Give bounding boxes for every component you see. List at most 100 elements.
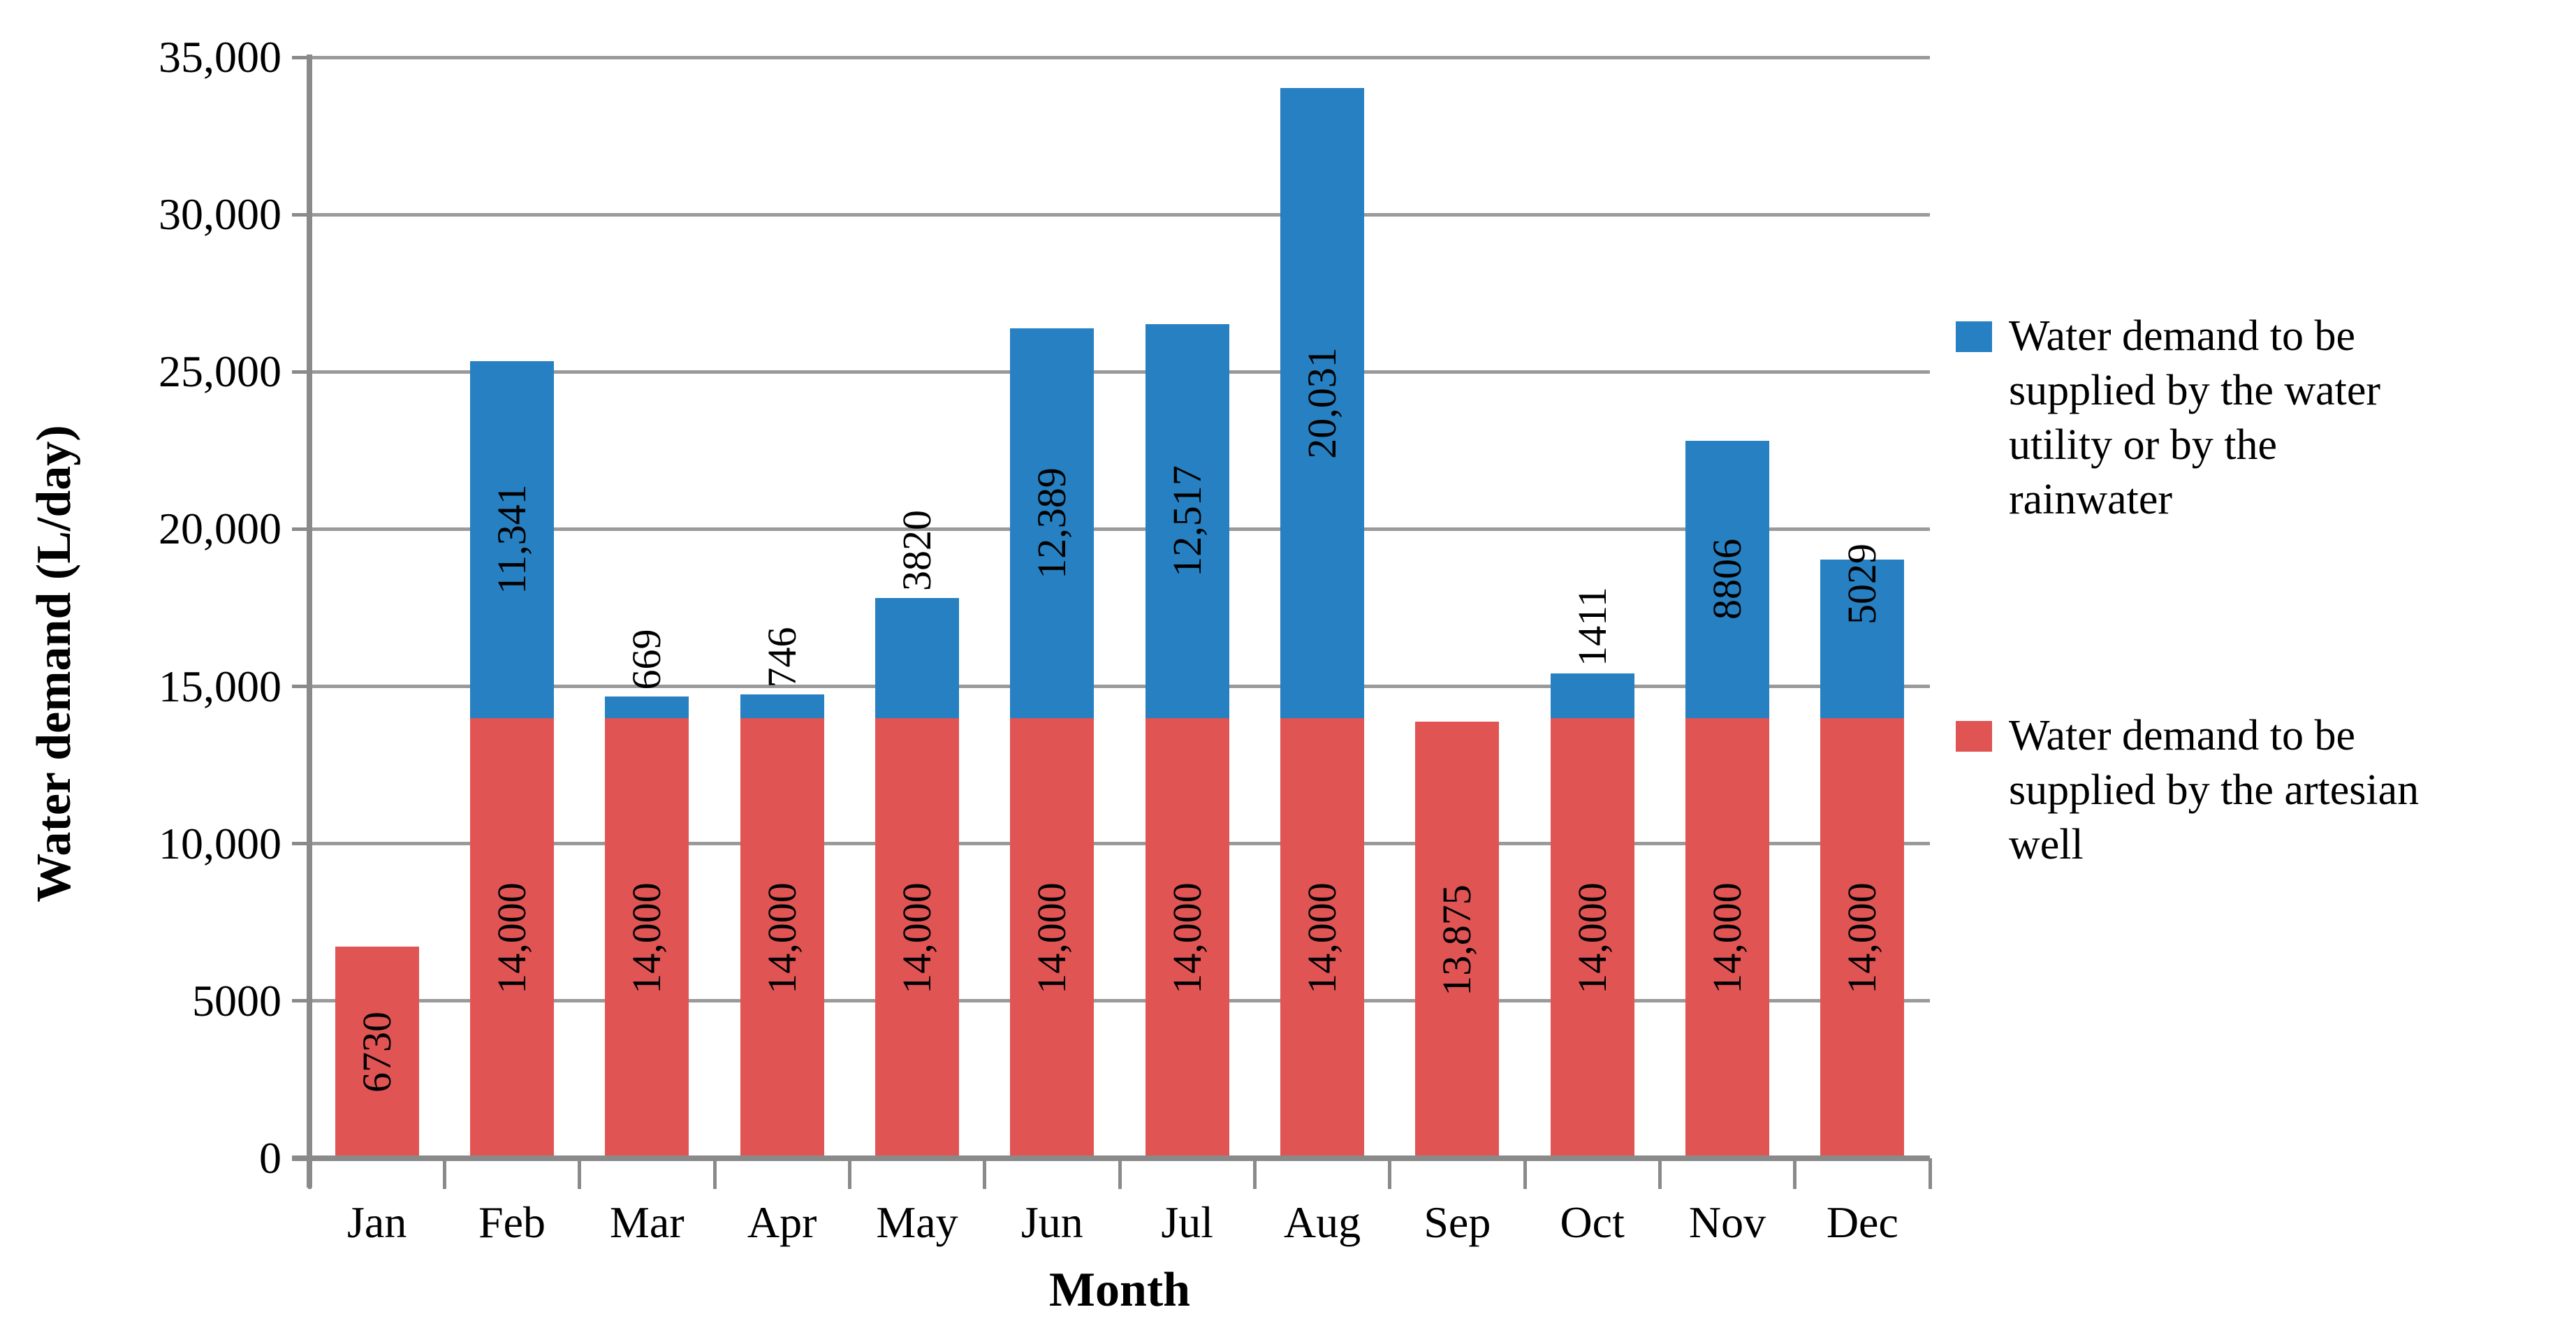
bar-data-label: 12,389 [1029, 467, 1075, 579]
y-tick-mark [292, 999, 309, 1003]
legend-label-line: well [2009, 821, 2084, 868]
bar-data-label: 14,000 [1164, 882, 1210, 994]
x-tick-label: Sep [1424, 1197, 1491, 1247]
y-tick-label: 20,000 [159, 504, 281, 554]
y-tick-mark [292, 685, 309, 689]
bar-data-label: 20,031 [1299, 347, 1345, 459]
bar-segment-artesian-well [1280, 717, 1364, 1158]
legend-label-line: utility or by the [2009, 421, 2278, 469]
y-gridline [309, 999, 1930, 1003]
bar-segment-artesian-well [875, 717, 959, 1158]
x-tick-mark [307, 1158, 312, 1189]
bar-segment-utility-rainwater [1280, 87, 1364, 718]
x-tick-mark [1388, 1158, 1392, 1189]
bar-data-label: 14,000 [1569, 882, 1615, 994]
y-tick-mark [292, 842, 309, 846]
bar-data-label: 14,000 [1299, 882, 1345, 994]
bar-data-label: 14,000 [489, 882, 534, 994]
x-tick-mark [1657, 1158, 1662, 1189]
bar-segment-artesian-well [740, 717, 824, 1158]
bar-data-label: 14,000 [1029, 882, 1075, 994]
y-tick-label: 25,000 [159, 347, 281, 397]
legend-swatch-artesian-well [1956, 721, 1992, 752]
x-tick-label: Jan [347, 1197, 407, 1247]
bar-segment-artesian-well [470, 717, 554, 1158]
x-tick-label: Mar [610, 1197, 685, 1247]
x-tick-mark [1928, 1158, 1932, 1189]
bar-segment-artesian-well [1415, 722, 1500, 1158]
bar-data-label: 669 [624, 629, 670, 690]
bar-segment-utility-rainwater [1550, 673, 1634, 718]
y-tick-mark [292, 527, 309, 531]
x-tick-label: May [876, 1197, 958, 1247]
bar-segment-utility-rainwater [1145, 323, 1229, 718]
bar-data-label: 14,000 [759, 882, 805, 994]
bar-data-label: 14,000 [1839, 882, 1885, 994]
bar-data-label: 5029 [1839, 544, 1885, 625]
x-tick-mark [578, 1158, 582, 1189]
x-axis-line [292, 1155, 1930, 1161]
bar-segment-artesian-well [1145, 717, 1229, 1158]
bar-data-label: 14,000 [1704, 882, 1750, 994]
x-tick-label: Apr [747, 1197, 817, 1247]
bar-data-label: 746 [759, 627, 805, 687]
bar-data-label: 6730 [353, 1012, 400, 1093]
y-gridline [309, 212, 1930, 217]
bar-segment-utility-rainwater [1010, 328, 1095, 718]
y-tick-label: 5000 [192, 975, 281, 1026]
y-tick-mark [292, 212, 309, 217]
x-tick-mark [1252, 1158, 1257, 1189]
y-tick-label: 0 [259, 1133, 281, 1183]
y-axis-line [307, 54, 312, 1188]
bar-data-label: 1411 [1569, 587, 1615, 666]
bar-data-label: 8806 [1704, 539, 1750, 620]
bar-data-label: 3820 [894, 509, 939, 591]
y-gridline [309, 370, 1930, 374]
bar-data-label: 12,517 [1164, 465, 1210, 577]
bar-segment-utility-rainwater [605, 696, 689, 718]
legend-label-line: supplied by the water [2009, 367, 2381, 414]
bar-segment-artesian-well [605, 717, 689, 1158]
x-tick-label: Nov [1688, 1197, 1766, 1247]
x-tick-label: Oct [1560, 1197, 1625, 1247]
y-tick-label: 10,000 [159, 818, 281, 868]
y-gridline [309, 527, 1930, 531]
x-tick-mark [1793, 1158, 1797, 1189]
bar-segment-artesian-well [1820, 717, 1905, 1158]
y-tick-label: 35,000 [159, 32, 281, 82]
x-tick-label: Jul [1161, 1197, 1213, 1247]
x-tick-label: Jun [1020, 1197, 1083, 1247]
bar-segment-utility-rainwater [740, 694, 824, 718]
legend-label-line: Water demand to be [2009, 312, 2355, 360]
y-tick-mark [292, 55, 309, 59]
y-gridline [309, 842, 1930, 846]
y-gridline [309, 55, 1930, 59]
x-tick-mark [847, 1158, 851, 1189]
x-tick-label: Aug [1283, 1197, 1361, 1247]
bar-data-label: 11,341 [489, 484, 534, 595]
bar-segment-artesian-well [1550, 717, 1634, 1158]
legend-label-line: supplied by the artesian [2009, 766, 2420, 814]
x-tick-mark [442, 1158, 446, 1189]
legend-swatch-utility-rainwater [1956, 321, 1992, 352]
bar-segment-utility-rainwater [875, 597, 959, 718]
bar-data-label: 14,000 [624, 882, 670, 994]
bar-segment-utility-rainwater [1685, 441, 1769, 718]
x-tick-mark [712, 1158, 717, 1189]
bar-segment-artesian-well [1685, 717, 1769, 1158]
bar-segment-utility-rainwater [470, 360, 554, 718]
x-tick-mark [1523, 1158, 1527, 1189]
x-tick-mark [1118, 1158, 1122, 1189]
bar-segment-artesian-well [1010, 717, 1095, 1158]
x-tick-label: Feb [478, 1197, 546, 1247]
y-tick-label: 30,000 [159, 189, 281, 240]
legend-label-line: Water demand to be [2009, 712, 2355, 759]
y-gridline [309, 685, 1930, 689]
x-tick-label: Dec [1826, 1197, 1898, 1247]
x-tick-mark [983, 1158, 987, 1189]
bar-data-label: 14,000 [894, 882, 939, 994]
bar-segment-utility-rainwater [1820, 560, 1905, 718]
legend-label-line: rainwater [2009, 476, 2173, 523]
x-axis-title: Month [1048, 1263, 1191, 1317]
